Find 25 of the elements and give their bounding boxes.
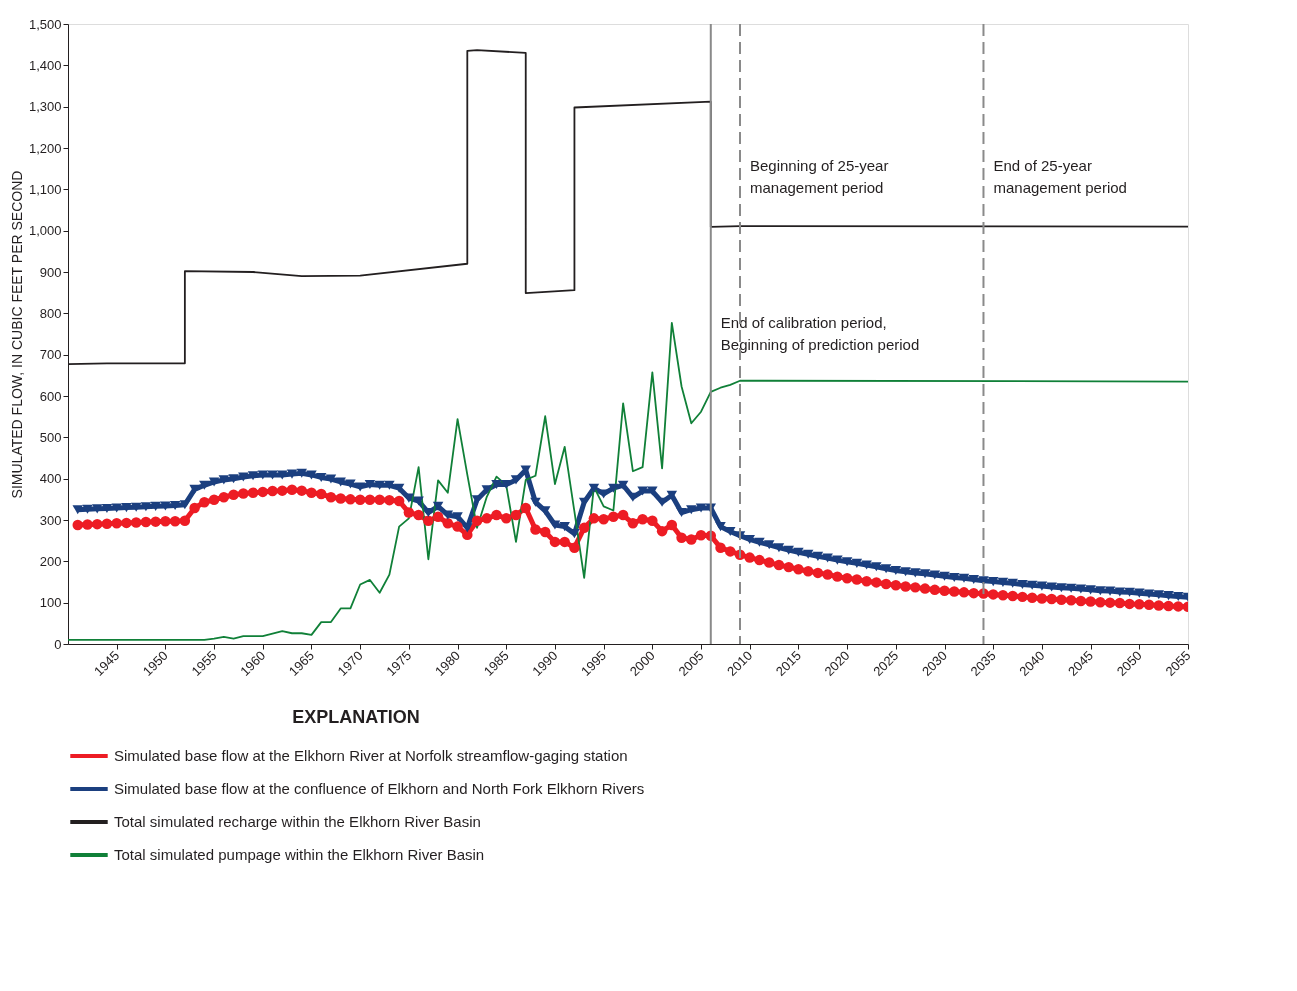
legend-label: Total simulated recharge within the Elkhorn River Basin xyxy=(114,813,481,830)
y-tick-label: 1,300 xyxy=(28,99,62,115)
ref-line-label: End of 25-year management period xyxy=(993,157,1127,196)
y-axis-title: SIMULATED FLOW, IN CUBIC FEET PER SECOND xyxy=(8,170,25,499)
y-tick-label: 0 xyxy=(54,636,62,652)
y-tick-label: 400 xyxy=(39,471,62,487)
y-tick-label: 100 xyxy=(39,595,62,611)
legend-label: Simulated base flow at the Elkhorn River at Norfolk streamflow-gaging station xyxy=(114,747,628,764)
legend-label: Simulated base flow at the confluence of Elkhorn and North Fork Elkhorn Rivers xyxy=(114,780,645,797)
y-tick-label: 200 xyxy=(39,553,62,569)
y-tick-label: 1,500 xyxy=(28,16,62,32)
y-tick-label: 700 xyxy=(39,347,62,363)
y-tick-label: 1,100 xyxy=(28,181,62,197)
y-tick-label: 1,200 xyxy=(28,140,62,156)
y-tick-label: 300 xyxy=(39,512,62,528)
y-tick-label: 500 xyxy=(39,429,62,445)
ref-line-label: Beginning of 25-year management period xyxy=(750,157,889,196)
y-tick-label: 1,400 xyxy=(28,57,62,73)
y-tick-label: 1,000 xyxy=(28,223,62,239)
legend-title: EXPLANATION xyxy=(292,707,420,727)
y-tick-label: 800 xyxy=(39,305,62,321)
ref-line-label: End of calibration period, Beginning of prediction period xyxy=(720,314,920,353)
y-tick-label: 600 xyxy=(39,388,62,404)
y-tick-label: 900 xyxy=(39,264,62,280)
legend-label: Total simulated pumpage within the Elkhorn River Basin xyxy=(114,846,485,863)
